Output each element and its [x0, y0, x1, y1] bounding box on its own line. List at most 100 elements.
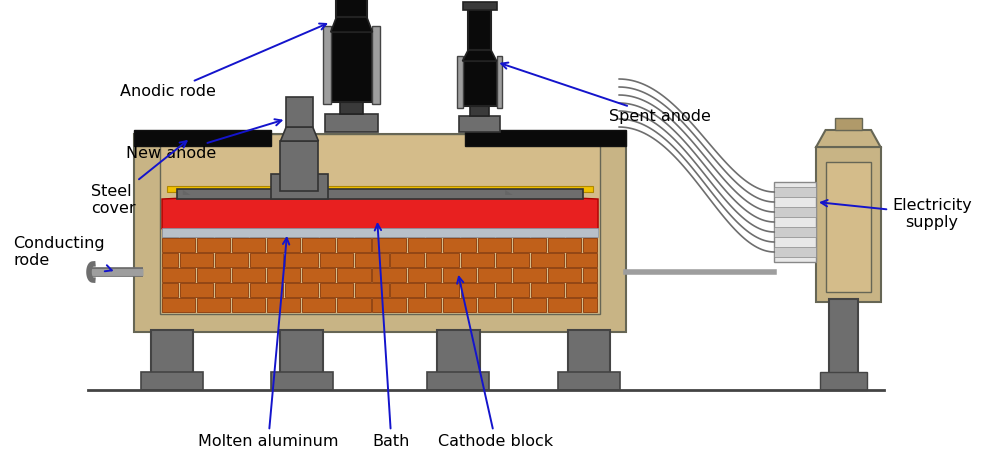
Bar	[426, 223, 459, 237]
Bar	[180, 283, 213, 297]
Bar	[287, 97, 312, 127]
Bar	[774, 247, 817, 257]
Bar	[250, 223, 284, 237]
Bar	[320, 283, 354, 297]
Bar	[825, 162, 871, 292]
Bar	[442, 268, 476, 282]
Bar	[286, 253, 318, 267]
Bar	[408, 268, 440, 282]
Polygon shape	[331, 17, 372, 32]
Bar	[331, 32, 372, 102]
Bar	[558, 372, 620, 390]
Bar	[829, 299, 858, 374]
Bar	[215, 283, 248, 297]
Polygon shape	[162, 191, 598, 229]
Bar	[372, 26, 380, 104]
Bar	[774, 187, 817, 197]
Bar	[232, 298, 265, 312]
Polygon shape	[181, 191, 257, 194]
Bar	[215, 253, 248, 267]
Bar	[583, 238, 597, 252]
Text: Bath: Bath	[372, 224, 410, 449]
Polygon shape	[281, 127, 318, 141]
Bar	[302, 298, 336, 312]
Bar	[567, 330, 611, 374]
Bar	[162, 228, 598, 237]
Polygon shape	[183, 190, 190, 195]
Bar	[162, 238, 195, 252]
Bar	[565, 283, 597, 297]
Bar	[478, 298, 511, 312]
Bar	[337, 0, 366, 17]
Bar	[161, 134, 600, 314]
Bar	[325, 114, 378, 132]
Bar	[478, 268, 511, 282]
Bar	[356, 253, 388, 267]
Bar	[835, 118, 862, 130]
Bar	[457, 56, 463, 108]
Bar	[177, 189, 583, 199]
Text: Spent anode: Spent anode	[501, 62, 711, 124]
Text: Conducting
rode: Conducting rode	[14, 236, 112, 271]
Bar	[408, 238, 440, 252]
Bar	[442, 238, 476, 252]
Bar	[513, 298, 546, 312]
Bar	[267, 238, 300, 252]
Bar	[320, 253, 354, 267]
Polygon shape	[463, 50, 496, 61]
Bar	[427, 372, 489, 390]
Bar	[463, 61, 496, 106]
Bar	[437, 330, 480, 374]
Bar	[267, 298, 300, 312]
Bar	[463, 2, 496, 10]
Text: Molten aluminum: Molten aluminum	[198, 238, 339, 449]
Polygon shape	[817, 130, 881, 147]
Bar	[459, 116, 500, 132]
Bar	[513, 268, 546, 282]
Bar	[478, 238, 511, 252]
Bar	[134, 134, 626, 332]
Bar	[162, 223, 178, 237]
Bar	[162, 283, 178, 297]
Bar	[232, 268, 265, 282]
Bar	[372, 298, 406, 312]
Bar	[162, 253, 178, 267]
Bar	[817, 147, 881, 302]
Bar	[338, 238, 370, 252]
Bar	[390, 253, 424, 267]
Bar	[197, 268, 230, 282]
Bar	[390, 283, 424, 297]
Bar	[197, 298, 230, 312]
Bar	[531, 283, 564, 297]
Bar	[495, 223, 529, 237]
Bar	[461, 283, 493, 297]
Bar	[356, 223, 388, 237]
Bar	[372, 268, 406, 282]
Bar	[496, 56, 502, 108]
Bar	[166, 186, 593, 192]
Text: Electricity
supply: Electricity supply	[821, 198, 971, 230]
Bar	[774, 182, 817, 262]
Bar	[250, 253, 284, 267]
Bar	[162, 268, 195, 282]
Text: Anodic rode: Anodic rode	[120, 24, 326, 99]
Bar	[250, 283, 284, 297]
Bar	[461, 223, 493, 237]
Bar	[495, 283, 529, 297]
Bar	[513, 238, 546, 252]
Bar	[134, 130, 271, 146]
Bar	[267, 268, 300, 282]
Bar	[281, 330, 323, 374]
Bar	[548, 238, 581, 252]
Text: Cathode block: Cathode block	[438, 277, 554, 449]
Bar	[461, 253, 493, 267]
Bar	[141, 372, 203, 390]
Bar	[531, 253, 564, 267]
Bar	[302, 268, 336, 282]
Text: Steel
cover: Steel cover	[91, 141, 186, 216]
Bar	[197, 238, 230, 252]
Bar	[281, 141, 318, 191]
Bar	[583, 298, 597, 312]
Bar	[565, 223, 597, 237]
Bar	[338, 298, 370, 312]
